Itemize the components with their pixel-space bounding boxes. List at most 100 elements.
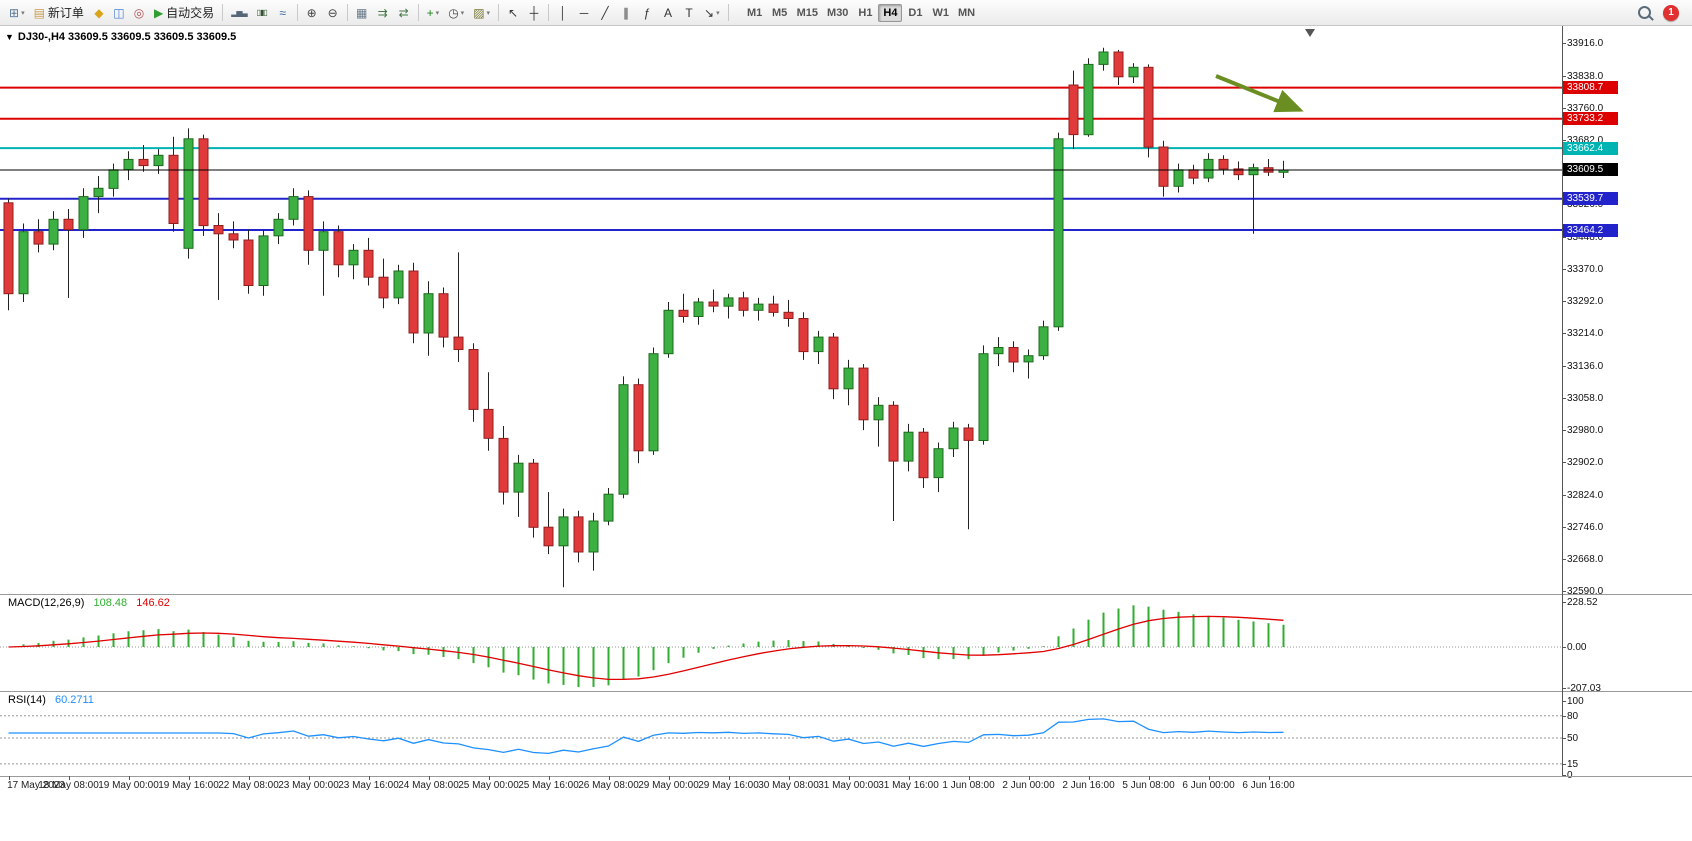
periods-button[interactable]: ◷ ▾ [444,3,468,23]
strategy-tester-button[interactable]: ◎ [129,3,149,23]
time-tick-label: 29 May 00:00 [638,780,699,791]
toolbar-separator [548,4,550,21]
price-tick-mark [1562,526,1566,528]
arrows-button[interactable]: ↘ ▾ [700,3,724,23]
crosshair-button[interactable]: ┼ [524,3,544,23]
time-tick-label: 31 May 16:00 [878,780,939,791]
time-tick-label: 23 May 16:00 [338,780,399,791]
metaeditor-button[interactable]: ◆ [89,3,109,23]
time-tick-mark [788,776,790,780]
price-tick-label: 33370.0 [1567,263,1604,275]
bar-chart-button[interactable]: ▂▅▃ [227,3,250,23]
new-order-button[interactable]: ▤ 新订单 [30,3,88,23]
chart-shift-button[interactable]: ⇄ [394,3,414,23]
text-button[interactable]: A [658,3,678,23]
price-tick-mark [1562,75,1566,77]
rsi-tick-label: 0 [1567,770,1573,781]
toolbar-group-tools: ◆ ◫ ◎ [89,3,149,23]
timeframe-m5-button[interactable]: M5 [768,4,792,22]
candles [3,47,1289,588]
toolbar-separator [296,4,298,21]
zoom-out-icon: ⊖ [327,5,338,20]
macd-pane[interactable] [0,595,1562,691]
equidistant-channel-button[interactable]: ∥ [616,3,636,23]
time-tick-label: 25 May 00:00 [458,780,519,791]
horizontal-line-button[interactable]: ─ [574,3,594,23]
price-axis-border[interactable] [1562,26,1563,776]
fibonacci-button[interactable]: ƒ [637,3,657,23]
templates-icon: ▨ [473,5,485,20]
timeframe-h4-button[interactable]: H4 [878,3,903,22]
data-window-button[interactable]: ◫ [109,3,129,23]
timeframe-h1-button[interactable]: H1 [853,4,877,22]
rsi-name: RSI(14) [8,694,46,706]
line-chart-button[interactable]: ≈ [273,3,293,23]
time-tick-mark [128,776,130,780]
zoom-in-button[interactable]: ⊕ [302,3,322,23]
tile-windows-icon: ▦ [355,5,368,20]
time-tick-mark [188,776,190,780]
chart-window: ▼ DJ30-,H4 33609.5 33609.5 33609.5 33609.… [0,26,1692,841]
price-tick-label: 32590.0 [1567,586,1604,598]
time-tick-mark [968,776,970,780]
timeframe-m30-button[interactable]: M30 [823,4,852,22]
timeframe-m1-button[interactable]: M1 [743,4,767,22]
price-tick-label: 32980.0 [1567,425,1604,437]
rsi-tick-mark [1562,715,1566,717]
macd-label: MACD(12,26,9) 108.48 146.62 [8,597,170,609]
timeframe-m15-button[interactable]: M15 [793,4,822,22]
autotrading-button[interactable]: ▶ 自动交易 [150,3,218,23]
cursor-button[interactable]: ↖ [503,3,523,23]
notification-badge[interactable]: 1 [1663,4,1679,21]
price-tick-mark [1562,139,1566,141]
price-tick-label: 33682.0 [1567,134,1604,146]
auto-scroll-icon: ⇉ [377,5,388,20]
rsi-tick-label: 80 [1567,710,1579,722]
price-tick-label: 32902.0 [1567,457,1604,469]
zoom-out-button[interactable]: ⊖ [323,3,343,23]
candlestick-chart-button[interactable]: ▯▮▯ [252,3,272,23]
one-click-trading-icon[interactable]: ▼ [5,32,14,42]
price-tick-mark [1562,591,1566,593]
price-tick-mark [1562,43,1566,45]
annotation-arrow [1215,74,1304,113]
price-tick-mark [1562,107,1566,109]
price-tick-label: 33292.0 [1567,296,1604,308]
time-tick-mark [8,776,10,780]
time-tick-label: 5 Jun 08:00 [1122,780,1175,791]
time-tick-mark [428,776,430,780]
price-tick-mark [1562,301,1566,303]
pane-separator-rsi[interactable] [0,691,1692,692]
trendline-icon: ╱ [601,5,609,20]
macd-tick-mark [1562,647,1566,648]
equidistant-channel-icon: ∥ [623,5,630,20]
rsi-pane[interactable] [0,692,1562,776]
timeframe-d1-button[interactable]: D1 [903,4,927,22]
data-window-icon: ◫ [113,5,125,20]
fibonacci-icon: ƒ [643,5,651,20]
vertical-line-button[interactable]: │ [553,3,573,23]
time-tick-mark [668,776,670,780]
metaeditor-icon: ◆ [94,5,104,20]
pane-separator-macd[interactable] [0,594,1692,595]
label-button[interactable]: T [679,3,699,23]
new-chart-icon: ⊞ [9,5,20,20]
time-tick-label: 22 May 08:00 [218,780,279,791]
time-tick-label: 6 Jun 16:00 [1242,780,1295,791]
indicators-button[interactable]: + ▾ [423,3,444,23]
price-chart-pane[interactable] [0,28,1562,594]
vertical-line-icon: │ [559,5,567,20]
templates-button[interactable]: ▨ ▾ [469,3,494,23]
auto-scroll-button[interactable]: ⇉ [373,3,393,23]
time-tick-mark [728,776,730,780]
caret-down-icon: ▾ [460,9,465,17]
timeframe-mn-button[interactable]: MN [954,4,979,22]
timeframe-w1-button[interactable]: W1 [928,4,953,22]
tile-windows-button[interactable]: ▦ [352,3,372,23]
search-icon[interactable] [1638,6,1651,19]
new-chart-button[interactable]: ⊞ ▾ [5,3,29,23]
price-line-badge: 33662.4 [1563,141,1618,155]
trendline-button[interactable]: ╱ [595,3,615,23]
caret-down-icon: ▾ [21,9,25,17]
bar-chart-icon: ▂▅▃ [231,7,248,17]
